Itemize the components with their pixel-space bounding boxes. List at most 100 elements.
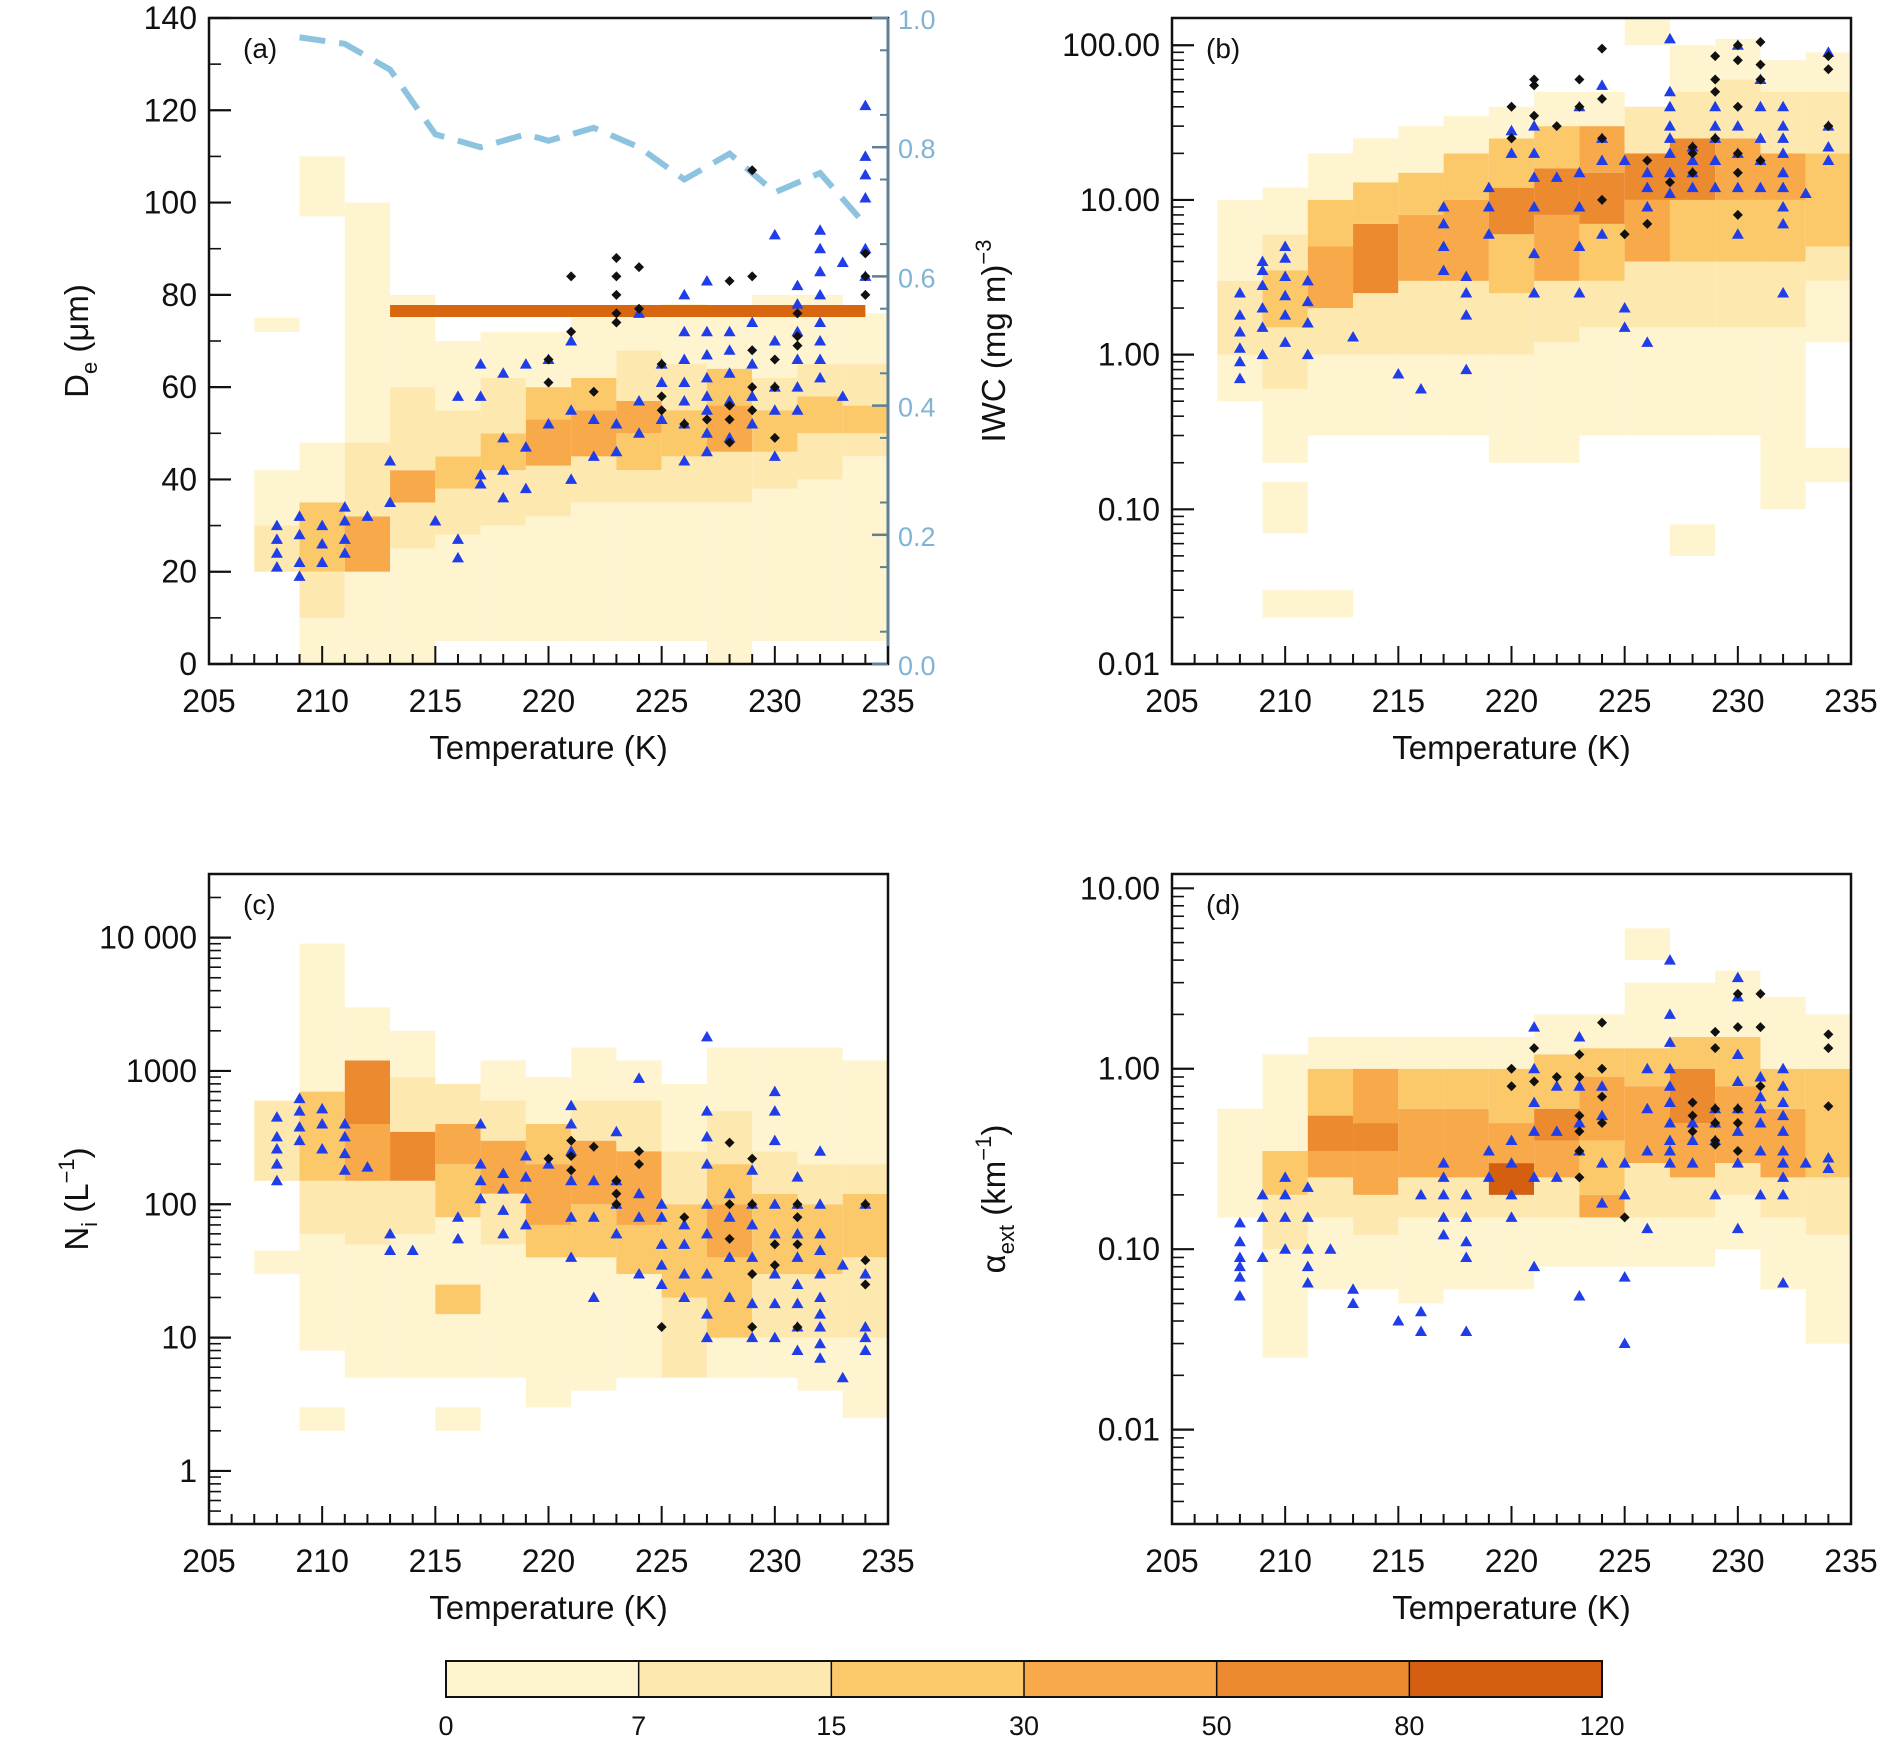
y-tick-label: 1.00 <box>1098 337 1160 373</box>
diamond-marker <box>1574 1146 1585 1157</box>
heatmap-bin <box>480 1060 526 1101</box>
y-axis-title-part: i <box>77 1222 102 1227</box>
triangle-marker <box>338 1164 351 1175</box>
triangle-marker <box>1324 1243 1337 1254</box>
heatmap-bin <box>706 1164 753 1205</box>
x-tick-label: 235 <box>861 1543 914 1579</box>
heatmap-bin <box>1669 199 1716 262</box>
triangle-marker <box>791 325 804 337</box>
triangle-marker <box>633 1187 646 1199</box>
y-axis-title-part: ) <box>975 1125 1012 1136</box>
triangle-marker <box>1777 1109 1790 1121</box>
triangle-marker <box>746 358 759 369</box>
triangle-marker <box>1233 372 1246 384</box>
triangle-marker <box>814 1321 827 1332</box>
y-tick-label: 0.01 <box>1098 1412 1160 1448</box>
triangle-marker <box>497 464 510 475</box>
triangle-marker <box>1731 1075 1744 1086</box>
triangle-marker <box>700 1308 713 1319</box>
triangle-marker <box>746 1218 759 1230</box>
triangle-marker <box>859 191 872 203</box>
heatmap-bin <box>480 377 526 434</box>
triangle-marker <box>565 1174 578 1186</box>
x-tick-label: 230 <box>748 683 801 719</box>
diamond-marker <box>588 1141 599 1152</box>
y-tick-label: 1.00 <box>1098 1051 1160 1087</box>
heatmap-bin <box>797 396 843 434</box>
x-tick-label: 225 <box>1598 1543 1651 1579</box>
diamond-marker <box>747 382 758 393</box>
triangle-marker <box>1777 181 1790 193</box>
triangle-marker <box>859 1331 872 1343</box>
triangle-marker <box>700 1331 713 1343</box>
heatmap-bin <box>1669 982 1716 1037</box>
triangle-marker <box>1550 1171 1563 1182</box>
heatmap-bin <box>1669 91 1716 139</box>
heatmap-bin <box>1534 214 1580 281</box>
triangle-marker <box>700 1267 713 1279</box>
x-tick-label: 205 <box>182 683 235 719</box>
heatmap-bin <box>1488 1217 1535 1290</box>
triangle-marker <box>1301 274 1314 286</box>
diamond-marker <box>860 1279 871 1290</box>
triangle-marker <box>451 551 464 563</box>
triangle-marker <box>814 1337 827 1349</box>
heatmap-bin <box>706 313 753 369</box>
diamond-marker <box>1710 133 1721 144</box>
triangle-marker <box>1392 367 1405 379</box>
diamond-marker <box>543 1153 554 1164</box>
diamond-marker <box>611 252 622 263</box>
colorbar: 0 7 15 30 50 80 120 <box>438 1660 1625 1741</box>
y-axis-title-part: −1 <box>54 1158 79 1183</box>
triangle-marker <box>1460 287 1473 298</box>
triangle-marker <box>1709 181 1722 193</box>
x-tick-label: 220 <box>522 683 575 719</box>
triangle-marker <box>361 1161 374 1172</box>
triangle-marker <box>1754 132 1767 143</box>
heatmap-bin <box>1307 590 1354 618</box>
heatmap-bin <box>1805 246 1851 281</box>
heatmap-bin <box>1669 524 1716 556</box>
diamond-marker <box>1642 155 1653 166</box>
heatmap-bin <box>1353 293 1399 355</box>
triangle-marker <box>768 1198 781 1209</box>
diamond-marker <box>1506 1081 1517 1092</box>
diamond-marker <box>1710 86 1721 97</box>
diamond-marker <box>747 271 758 282</box>
panel-a: 0.0 0.2 0.4 0.6 0.8 1.0 205 210 215 220 225 230 235 T… <box>58 0 936 766</box>
diamond-marker <box>769 1239 780 1250</box>
triangle-marker <box>451 390 464 401</box>
triangle-marker <box>836 1259 849 1270</box>
diamond-marker <box>1597 194 1608 205</box>
diamond-marker <box>656 405 667 416</box>
triangle-marker <box>1256 264 1269 275</box>
x-tick-label: 210 <box>295 683 348 719</box>
triangle-marker <box>1822 154 1835 165</box>
diamond-marker <box>1687 167 1698 178</box>
triangle-marker <box>814 1267 827 1279</box>
y-tick-label: 10.00 <box>1080 870 1160 906</box>
panel-label: (d) <box>1206 889 1240 920</box>
triangle-marker <box>519 1192 532 1204</box>
triangle-marker <box>1777 120 1790 131</box>
colorbar-tick-label: 15 <box>816 1711 846 1741</box>
triangle-marker <box>1777 1171 1790 1182</box>
triangle-marker <box>723 367 736 378</box>
y-axis-title: IWC (mg m)−3 <box>971 240 1012 443</box>
triangle-marker <box>1233 355 1246 367</box>
triangle-marker <box>293 556 306 567</box>
triangle-marker <box>519 358 532 369</box>
diamond-marker <box>1574 1110 1585 1121</box>
triangle-marker <box>859 150 872 161</box>
diamond-markers <box>543 1135 871 1333</box>
triangle-marker <box>814 335 827 346</box>
triangle-marker <box>1505 1134 1518 1146</box>
diamond-marker <box>1755 36 1766 47</box>
triangle-marker <box>1301 1243 1314 1254</box>
right-axis-tick-label: 0.0 <box>898 651 936 681</box>
triangle-marker <box>1256 302 1269 313</box>
triangle-marker <box>316 1102 329 1114</box>
diamond-marker <box>1687 148 1698 159</box>
y-axis-title-part: −3 <box>971 240 996 265</box>
triangle-marker <box>836 390 849 401</box>
